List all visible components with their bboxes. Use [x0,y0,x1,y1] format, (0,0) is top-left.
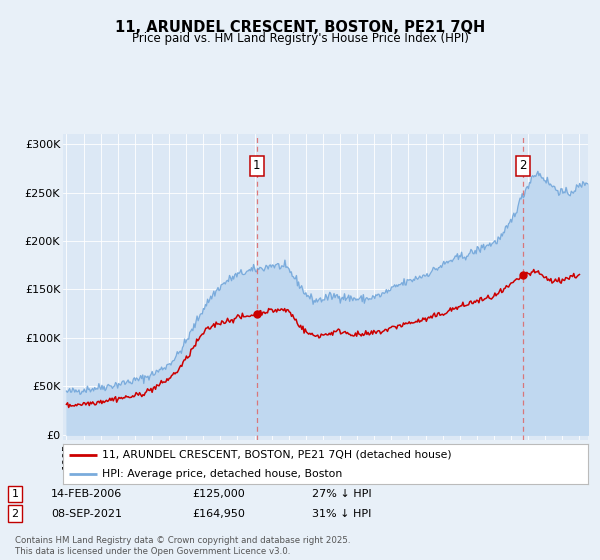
Text: Contains HM Land Registry data © Crown copyright and database right 2025.
This d: Contains HM Land Registry data © Crown c… [15,536,350,556]
Text: HPI: Average price, detached house, Boston: HPI: Average price, detached house, Bost… [103,469,343,479]
Text: Price paid vs. HM Land Registry's House Price Index (HPI): Price paid vs. HM Land Registry's House … [131,32,469,45]
Text: 14-FEB-2006: 14-FEB-2006 [51,489,122,499]
Text: 08-SEP-2021: 08-SEP-2021 [51,508,122,519]
Text: 1: 1 [11,489,19,499]
Text: 11, ARUNDEL CRESCENT, BOSTON, PE21 7QH: 11, ARUNDEL CRESCENT, BOSTON, PE21 7QH [115,20,485,35]
Text: £164,950: £164,950 [192,508,245,519]
Text: 2: 2 [519,160,527,172]
Text: 27% ↓ HPI: 27% ↓ HPI [312,489,371,499]
Text: 2: 2 [11,508,19,519]
Text: 11, ARUNDEL CRESCENT, BOSTON, PE21 7QH (detached house): 11, ARUNDEL CRESCENT, BOSTON, PE21 7QH (… [103,450,452,460]
Text: 1: 1 [253,160,260,172]
Text: 31% ↓ HPI: 31% ↓ HPI [312,508,371,519]
Text: £125,000: £125,000 [192,489,245,499]
